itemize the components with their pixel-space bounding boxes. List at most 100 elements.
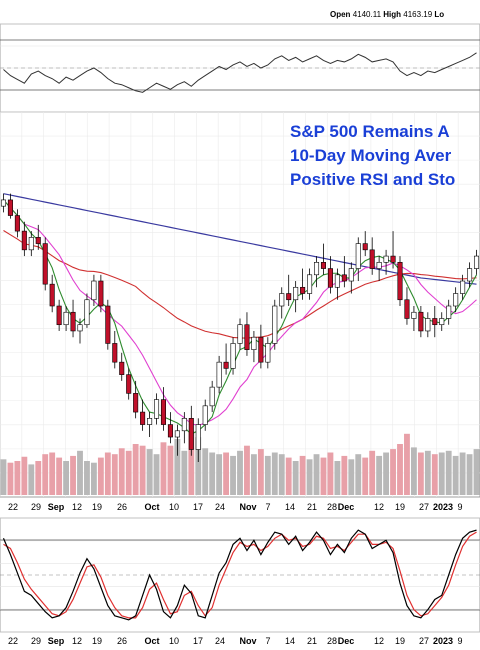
x-axis-label-bottom: 29 [31,636,41,646]
x-axis-label: 10 [169,502,179,512]
volume-bar [90,462,97,495]
x-axis-label-bottom: 27 [419,636,429,646]
volume-bar [438,452,445,495]
volume-bar [327,452,334,495]
volume-bar [21,456,28,495]
candle-body [119,361,125,375]
x-axis-label: 9 [457,502,462,512]
x-axis-label-bottom: 10 [169,636,179,646]
volume-bar [390,449,396,495]
candle-body [418,311,424,332]
volume-bar [35,461,42,495]
volume-bar [167,445,174,495]
candle-body [369,249,375,269]
annotation-line-2: 10-Day Moving Aver [290,146,452,165]
x-axis-label: 19 [92,502,102,512]
volume-bar [42,454,49,495]
candle-body [140,411,146,425]
volume-bar [28,464,35,495]
candle-body [42,243,48,285]
candle-body [341,274,347,282]
volume-bar [14,461,21,495]
candle-body [209,386,215,407]
candle-body [14,215,20,232]
candle-body [425,318,431,332]
x-axis-label-bottom: Dec [338,636,355,646]
x-axis-label-bottom: 7 [265,636,270,646]
volume-bar [473,449,480,495]
candle-body [272,305,278,344]
x-axis-label: Nov [239,502,256,512]
volume-bar [56,457,63,495]
volume-bar [348,459,355,495]
x-axis-label: Dec [338,502,355,512]
volume-bar [97,457,104,495]
candle-body [383,255,389,263]
volume-bar [216,454,223,495]
volume-bar [285,457,292,495]
candle-body [35,237,41,244]
volume-bar [125,450,132,495]
candle-body [133,393,139,413]
volume-bar [306,459,313,495]
x-axis-label: 21 [307,502,317,512]
candle-body [174,430,180,438]
volume-bar [292,461,299,495]
volume-bar [431,454,438,495]
x-axis-label-bottom: 12 [374,636,384,646]
candle-body [147,418,153,425]
candle-body [0,199,7,207]
low-label-partial: Lo [434,10,445,19]
candle-body [320,262,327,269]
volume-bar [70,455,76,495]
candle-body [77,324,83,332]
x-axis-label-bottom: 24 [215,636,225,646]
candle-body [49,283,55,307]
candle-body [313,262,320,276]
volume-bar [7,462,14,495]
x-axis-label: 12 [374,502,384,512]
candle-body [473,255,480,269]
volume-bar [188,431,195,495]
volume-bar [355,454,362,495]
x-axis-label: Sep [48,502,65,512]
candle-body [355,243,361,269]
x-axis-label-bottom: 12 [72,636,82,646]
volume-bar [383,452,390,495]
candle-body [216,361,222,388]
x-axis-label: 27 [419,502,429,512]
volume-bar [424,450,431,495]
volume-bar [271,452,278,495]
x-axis-label: 19 [395,502,405,512]
x-axis-label-bottom: 21 [307,636,317,646]
volume-bar [195,437,202,495]
candle-body [265,343,271,363]
volume-bar [397,444,403,495]
x-axis-label: 2023 [433,502,453,512]
annotation-line-3: Positive RSI and Sto [290,170,456,189]
volume-bar [320,457,327,495]
volume-bar [118,448,125,495]
volume-bar [237,450,243,495]
volume-bar [0,459,7,495]
candle-body [105,305,111,344]
candle-body [279,293,285,307]
candle-body [432,318,438,326]
candle-body [467,268,473,282]
candle-body [376,262,382,269]
candle-body [63,311,69,326]
candle-body [56,305,62,326]
volume-bar [278,454,285,495]
candle-body [98,280,104,307]
volume-bar [299,455,306,495]
candle-body [28,237,34,251]
x-axis-label-bottom: 19 [395,636,405,646]
candle-body [293,286,299,301]
candle-body [300,286,306,294]
candle-body [112,343,118,363]
volume-bar [181,450,188,495]
candle-body [223,361,229,369]
candle-body [7,199,13,216]
x-axis-label-bottom: Nov [239,636,256,646]
